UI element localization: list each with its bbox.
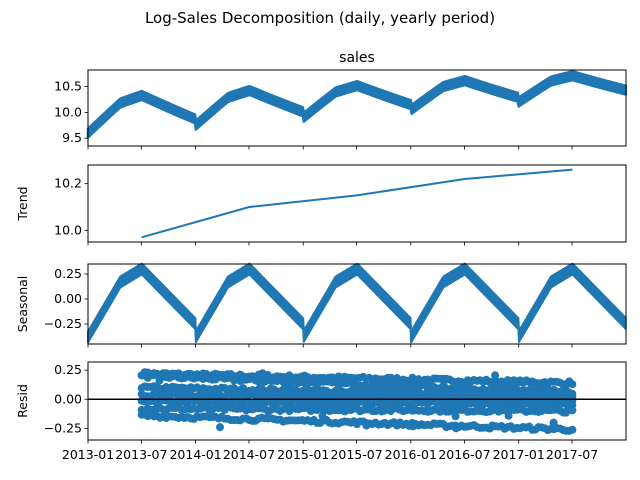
y-tick-label: 10.5 bbox=[54, 79, 82, 94]
y-tick-label: 9.5 bbox=[62, 130, 82, 145]
axes-frame bbox=[87, 69, 627, 147]
resid-point bbox=[497, 400, 506, 409]
resid-point bbox=[491, 371, 500, 380]
panel-seasonal: 0.25 0.00 −0.25 Seasonal bbox=[15, 262, 627, 348]
resid-point bbox=[143, 368, 152, 377]
panel-resid: 0.25 0.00 −0.25 Resid bbox=[15, 361, 627, 444]
trend-line bbox=[141, 168, 573, 239]
seasonal-band bbox=[87, 262, 627, 344]
y-tick-label: 10.2 bbox=[54, 176, 82, 191]
resid-point bbox=[504, 411, 513, 420]
resid-point bbox=[453, 401, 462, 410]
y-tick-label: 0.00 bbox=[54, 391, 82, 406]
resid-point bbox=[319, 402, 328, 411]
y-tick-label: 0.00 bbox=[54, 291, 82, 306]
y-tick-label: 0.25 bbox=[54, 362, 82, 377]
resid-point bbox=[155, 376, 164, 385]
resid-point bbox=[343, 403, 352, 412]
resid-point bbox=[258, 369, 267, 378]
panel-trend: 10.0 10.2 Trend bbox=[15, 164, 627, 246]
resid-point bbox=[279, 384, 288, 393]
resid-point bbox=[562, 389, 571, 398]
y-axis-label: Trend bbox=[15, 186, 30, 221]
y-tick-label: −0.25 bbox=[44, 316, 82, 331]
x-tick-label: 2014-07 bbox=[223, 447, 275, 462]
y-tick-label: 10.0 bbox=[54, 222, 82, 237]
resid-point bbox=[213, 373, 222, 382]
x-tick-label: 2015-07 bbox=[330, 447, 382, 462]
resid-point bbox=[180, 385, 189, 394]
x-tick-label: 2013-07 bbox=[115, 447, 167, 462]
x-tick-label: 2013-01 bbox=[62, 447, 114, 462]
resid-point bbox=[452, 424, 461, 433]
x-tick-label: 2017-07 bbox=[546, 447, 598, 462]
resid-point bbox=[526, 379, 535, 388]
x-tick-label: 2016-07 bbox=[438, 447, 490, 462]
resid-point bbox=[206, 410, 215, 419]
resid-point bbox=[358, 389, 367, 398]
resid-point bbox=[408, 422, 417, 431]
resid-point bbox=[549, 418, 558, 427]
x-tick-label: 2015-01 bbox=[277, 447, 329, 462]
resid-point bbox=[362, 421, 371, 430]
axes-frame bbox=[87, 164, 627, 243]
resid-point bbox=[505, 381, 514, 390]
resid-point bbox=[215, 423, 224, 432]
resid-point bbox=[368, 384, 377, 393]
y-tick-label: −0.25 bbox=[44, 420, 82, 435]
panel-sales: 9.5 10.0 10.5 sales bbox=[54, 50, 627, 150]
y-axis-label: Resid bbox=[15, 384, 30, 418]
y-tick-label: 10.0 bbox=[54, 104, 82, 119]
resid-point bbox=[541, 385, 550, 394]
panel-title: sales bbox=[339, 50, 375, 66]
resid-point bbox=[293, 373, 302, 382]
figure-title: Log-Sales Decomposition (daily, yearly p… bbox=[145, 9, 495, 27]
axes-frame bbox=[87, 263, 627, 345]
resid-point bbox=[568, 425, 577, 434]
resid-point bbox=[461, 382, 470, 391]
resid-point bbox=[298, 416, 307, 425]
resid-point bbox=[568, 406, 577, 415]
x-axis-labels: 2013-01 2013-07 2014-01 2014-07 2015-01 2015-… bbox=[62, 447, 598, 462]
resid-point bbox=[562, 408, 571, 417]
resid-point bbox=[451, 412, 460, 421]
resid-point bbox=[486, 424, 495, 433]
resid-point bbox=[443, 385, 452, 394]
axes-frame bbox=[87, 361, 627, 441]
x-tick-label: 2017-01 bbox=[493, 447, 545, 462]
y-tick-label: 0.25 bbox=[54, 266, 82, 281]
y-axis-label: Seasonal bbox=[15, 276, 30, 333]
resid-point bbox=[568, 380, 577, 389]
resid-point bbox=[318, 412, 327, 421]
x-tick-label: 2014-01 bbox=[169, 447, 221, 462]
resid-point bbox=[238, 386, 247, 395]
resid-point bbox=[283, 372, 292, 381]
resid-point bbox=[528, 387, 537, 396]
x-tick-label: 2016-01 bbox=[385, 447, 437, 462]
sales-band bbox=[86, 70, 627, 139]
